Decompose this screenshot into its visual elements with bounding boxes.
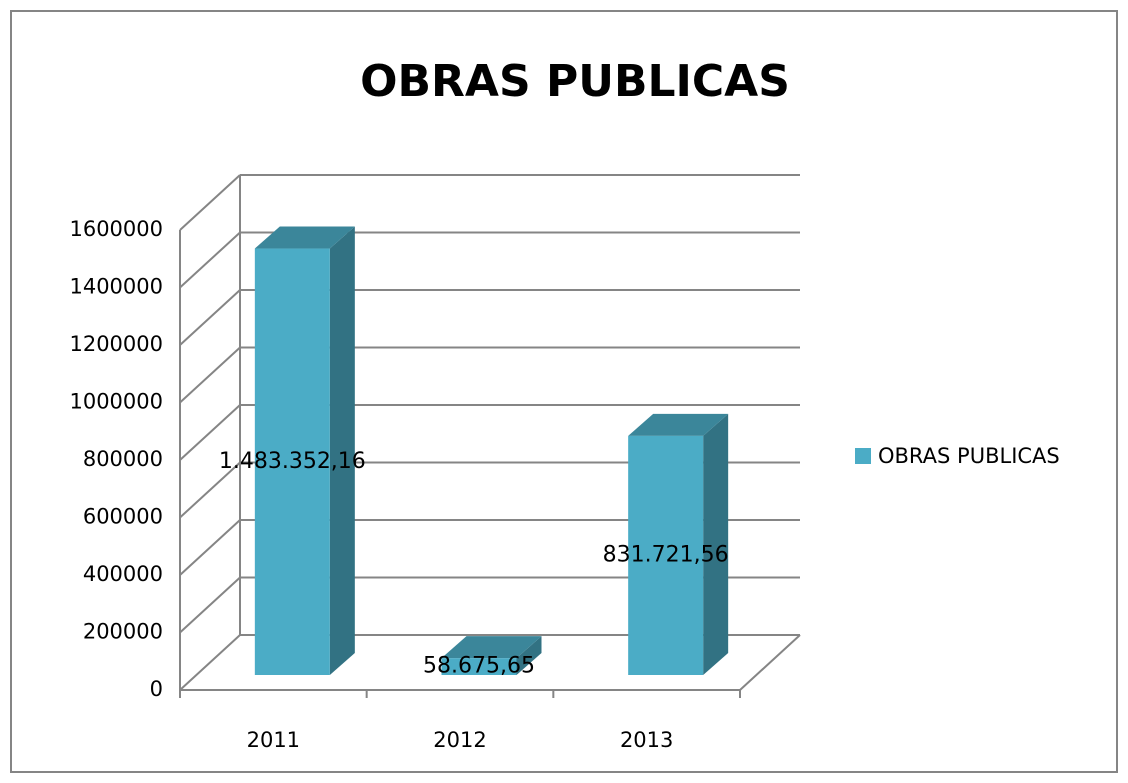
chart-frame [10, 10, 1118, 773]
bar-top [254, 226, 355, 249]
side-grid-line [179, 289, 241, 346]
side-grid-line [179, 461, 241, 519]
data-label: 58.675,65 [423, 654, 535, 679]
side-grid-line [179, 174, 241, 231]
bar [628, 435, 704, 675]
side-grid-line [179, 519, 241, 576]
x-tick-label: 2011 [247, 728, 300, 752]
side-grid-line [179, 576, 241, 634]
floor-edge [739, 634, 801, 691]
bar-side [703, 413, 729, 675]
data-label: 831.721,56 [603, 542, 729, 567]
side-grid-line [179, 634, 241, 691]
x-tick-label: 2013 [620, 728, 673, 752]
side-grid-line [179, 346, 241, 404]
side-grid-line [179, 231, 241, 289]
y-tick-label: 1600000 [69, 217, 163, 241]
y-tick-label: 1200000 [69, 332, 163, 356]
x-tick-label: 2012 [433, 728, 486, 752]
chart-title: OBRAS PUBLICAS [360, 56, 790, 107]
data-label: 1.483.352,16 [219, 449, 366, 474]
bar-side [516, 636, 542, 675]
y-tick-label: 1000000 [69, 390, 163, 414]
bar [254, 248, 330, 675]
legend-label: OBRAS PUBLICAS [878, 444, 1060, 468]
y-tick-label: 800000 [83, 447, 163, 471]
y-tick-label: 200000 [83, 620, 163, 644]
bar-top [441, 636, 542, 659]
bar-top [628, 413, 729, 436]
y-tick-label: 1400000 [69, 275, 163, 299]
side-grid-line [179, 404, 241, 461]
bar [441, 658, 517, 675]
y-tick-label: 600000 [83, 505, 163, 529]
bar-side [329, 226, 355, 675]
legend-swatch [855, 448, 871, 464]
y-tick-label: 0 [150, 677, 163, 701]
y-tick-label: 400000 [83, 562, 163, 586]
